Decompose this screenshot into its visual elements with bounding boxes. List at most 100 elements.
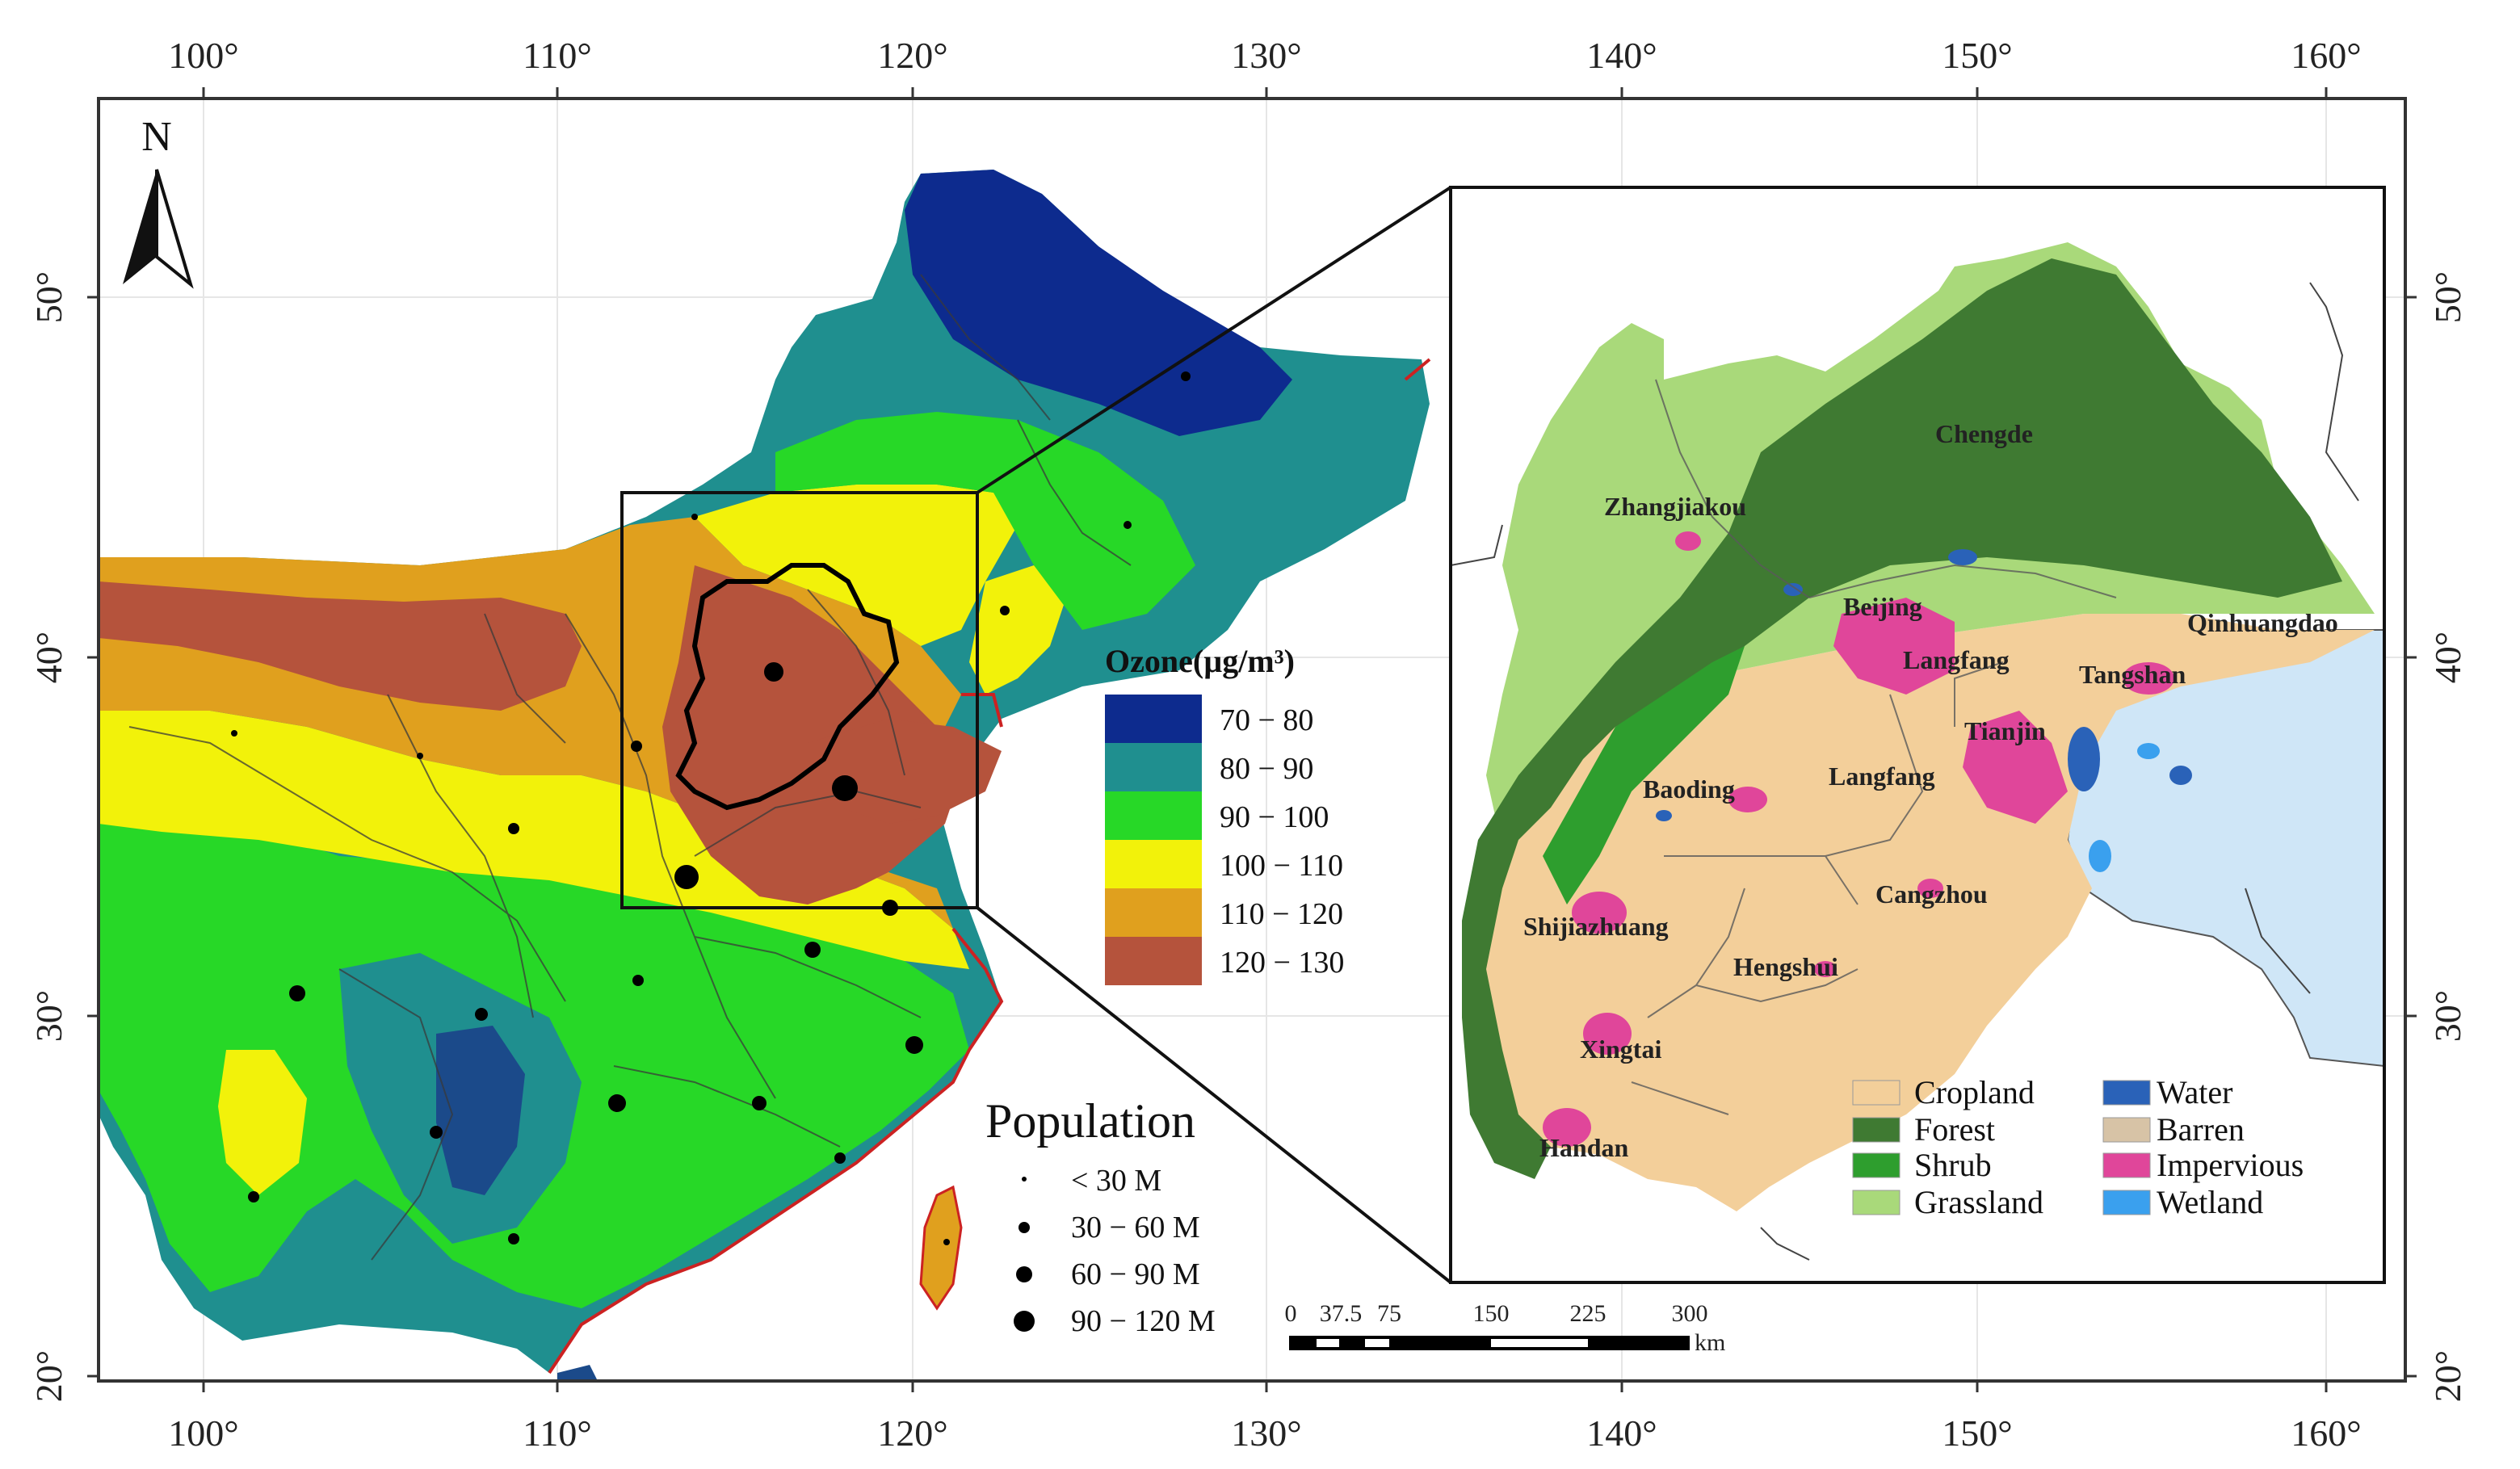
scale-bar-segment [1491, 1339, 1588, 1347]
north-label: N [141, 114, 172, 160]
city-label-beijing: Beijing [1843, 592, 1922, 621]
lon-label-bottom: 160° [2291, 1412, 2361, 1454]
province-boundaries [128, 274, 1132, 1261]
extent-box [620, 491, 979, 909]
lon-label-bottom: 100° [168, 1412, 238, 1454]
population-label: < 30 M [1071, 1164, 1161, 1198]
lon-label-top: 120° [877, 35, 947, 76]
scale-tick-label: 0 [1285, 1300, 1297, 1327]
population-legend: Population < 30 M 30 − 60 M 60 − 90 M 90… [985, 1094, 1216, 1338]
ozone-label: 120 − 130 [1220, 946, 1344, 980]
city-label-baoding: Baoding [1643, 774, 1735, 804]
north-arrow-icon-outline [155, 169, 194, 289]
lat-label-right: 40° [2427, 632, 2468, 683]
ozone-zone-120-130-shandong [808, 719, 1002, 824]
ozone-zone-100-110-central [99, 711, 969, 969]
inset-shrub [1543, 646, 1745, 904]
scale-bar-segment [1365, 1339, 1389, 1347]
population-dot-icon [1018, 1222, 1030, 1233]
map-frame [97, 97, 2407, 1383]
landcover-swatch-shrub [1852, 1152, 1900, 1178]
scale-tick-label: 225 [1570, 1300, 1606, 1327]
inset-impervious [1543, 531, 2174, 1147]
ozone-legend: Ozone(µg/m³) 70 − 80 80 − 90 90 − 100 10… [1105, 643, 1344, 985]
ozone-label: 110 − 120 [1220, 897, 1343, 931]
inset-neighbour-boundaries [1451, 282, 2359, 1261]
ozone-zone-70-80-northeast [905, 170, 1292, 436]
lat-label-right: 50° [2427, 271, 2468, 323]
landcover-swatch-barren [2102, 1117, 2151, 1143]
population-label: 60 − 90 M [1071, 1257, 1200, 1291]
ozone-swatch-90-100 [1105, 791, 1202, 840]
scale-bar-body [1289, 1336, 1690, 1350]
lon-label-top: 150° [1942, 35, 2012, 76]
ozone-label: 100 − 110 [1220, 849, 1343, 883]
inset-cropland [1470, 614, 2375, 1211]
population-dot-icon [1022, 1177, 1027, 1181]
ozone-swatch-80-90 [1105, 743, 1202, 791]
population-dot-icon [1014, 1311, 1035, 1332]
inset-forest [1462, 258, 2342, 1179]
city-label-hengshui: Hengshui [1733, 952, 1838, 981]
lat-labels-left: 50° 40° 30° 20° [28, 271, 69, 1402]
landcover-label: Shrub [1914, 1147, 1992, 1183]
landcover-label: Barren [2157, 1111, 2245, 1148]
lon-label-top: 160° [2291, 35, 2361, 76]
landcover-label: Grassland [1914, 1184, 2043, 1220]
landcover-swatch-forest [1852, 1117, 1900, 1143]
population-dot-icon [1016, 1266, 1032, 1282]
ozone-zone-100-110-northeast [969, 565, 1066, 695]
city-label-cangzhou: Cangzhou [1875, 879, 1988, 909]
ozone-map-area [99, 99, 2405, 1381]
inset-frame [1449, 186, 2386, 1284]
ozone-swatch-120-130 [1105, 937, 1202, 985]
landcover-swatch-grassland [1852, 1190, 1900, 1215]
lat-labels-right: 50° 40° 30° 20° [2427, 271, 2468, 1402]
landcover-label: Forest [1914, 1111, 1995, 1148]
lon-label-bottom: 110° [523, 1412, 592, 1454]
lon-label-bottom: 140° [1586, 1412, 1657, 1454]
connector-line-top [976, 186, 1452, 494]
city-label-chengde: Chengde [1935, 419, 2033, 448]
ozone-legend-title: Ozone(µg/m³) [1105, 643, 1295, 679]
scale-tick-label: 150 [1473, 1300, 1510, 1327]
landcover-label: Cropland [1914, 1074, 2035, 1110]
ozone-zone-100-110-north [695, 485, 1018, 646]
landcover-legend: Cropland Forest Shrub Grassland Water Ba… [1852, 1074, 2304, 1220]
lat-label-left: 30° [28, 990, 69, 1042]
lat-label-left: 20° [28, 1350, 69, 1402]
ozone-zone-120-130-northwest [99, 581, 582, 711]
ozone-label: 70 − 80 [1220, 703, 1313, 737]
landcover-label: Wetland [2157, 1184, 2263, 1220]
lat-label-left: 40° [28, 632, 69, 683]
lon-labels-bottom: 100° 110° 120° 130° 140° 150° 160° [168, 1412, 2361, 1454]
lat-label-right: 20° [2427, 1350, 2468, 1402]
study-area-outline [675, 563, 900, 811]
inset-landcover-map: Chengde Zhangjiakou Beijing Qinhuangdao … [1449, 186, 2386, 1284]
lon-labels-top: 100° 110° 120° 130° 140° 150° 160° [168, 35, 2361, 76]
ozone-zone-90-100-northeast [775, 412, 1195, 630]
ozone-label: 90 − 100 [1220, 800, 1329, 834]
city-labels: Chengde Zhangjiakou Beijing Qinhuangdao … [1523, 419, 2338, 1162]
ozone-swatch-100-110 [1105, 840, 1202, 888]
ozone-zone-100-110-southwest [218, 1050, 307, 1195]
inset-wetland [2089, 743, 2160, 872]
city-label-qinhuangdao: Qinhuangdao [2187, 608, 2338, 637]
scale-bar: 0 37.5 75 150 225 300 km [1285, 1300, 1726, 1356]
lon-label-top: 140° [1586, 35, 1657, 76]
lon-label-bottom: 150° [1942, 1412, 2012, 1454]
ozone-swatch-110-120 [1105, 888, 1202, 937]
scale-tick-label: 37.5 [1320, 1300, 1363, 1327]
city-label-xingtai: Xingtai [1580, 1035, 1661, 1064]
lon-label-bottom: 120° [877, 1412, 947, 1454]
city-label-handan: Handan [1539, 1133, 1628, 1162]
lat-label-right: 30° [2427, 990, 2468, 1042]
scale-unit: km [1695, 1329, 1725, 1356]
landcover-label: Water [2157, 1074, 2233, 1110]
north-arrow-icon [123, 170, 157, 284]
island-hainan [557, 1365, 598, 1381]
island-taiwan [919, 1185, 963, 1311]
landcover-swatch-wetland [2102, 1190, 2151, 1215]
city-label-shijiazhuang: Shijiazhuang [1523, 912, 1669, 941]
